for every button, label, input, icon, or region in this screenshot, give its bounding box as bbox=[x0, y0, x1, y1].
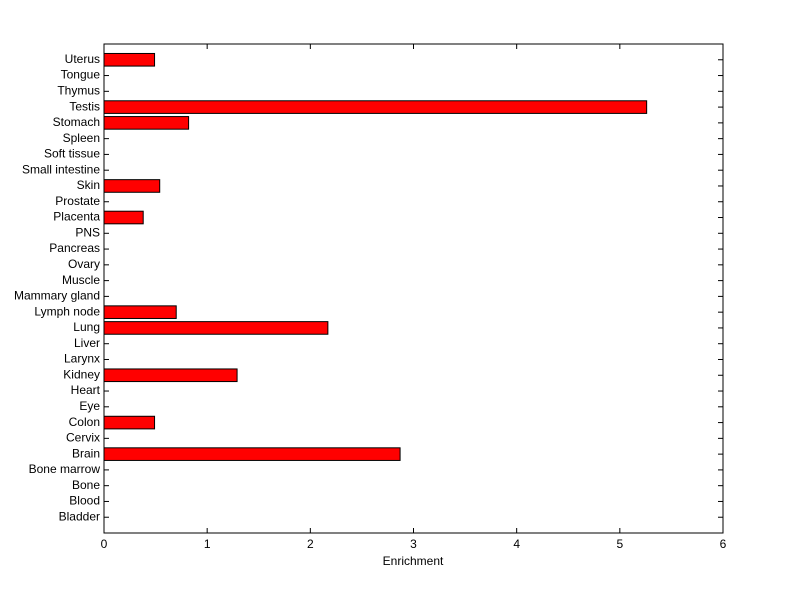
y-tick-label: Uterus bbox=[65, 52, 100, 66]
y-tick-label: Prostate bbox=[55, 194, 100, 208]
bar bbox=[103, 100, 648, 114]
y-tick-label: Soft tissue bbox=[44, 147, 100, 161]
bar bbox=[103, 447, 401, 461]
y-tick-label: Placenta bbox=[53, 210, 100, 224]
x-tick-label: 3 bbox=[410, 537, 417, 551]
x-tick-label: 5 bbox=[616, 537, 623, 551]
y-tick-label: Colon bbox=[69, 415, 100, 429]
y-tick-label: Spleen bbox=[63, 131, 100, 145]
y-tick-label: Muscle bbox=[62, 273, 100, 287]
x-tick-label: 6 bbox=[720, 537, 727, 551]
y-tick-label: Bladder bbox=[59, 509, 100, 523]
y-tick-label: Eye bbox=[79, 399, 100, 413]
x-axis-label: Enrichment bbox=[383, 554, 444, 568]
y-tick-label: Heart bbox=[71, 383, 101, 397]
bar bbox=[103, 321, 329, 335]
y-tick-label: Testis bbox=[69, 99, 100, 113]
x-tick-label: 0 bbox=[101, 537, 108, 551]
bar bbox=[103, 368, 238, 383]
y-tick-label: Small intestine bbox=[22, 162, 100, 176]
y-tick-label: Liver bbox=[74, 336, 100, 350]
y-tick-label: Pancreas bbox=[49, 241, 100, 255]
x-tick-label: 4 bbox=[513, 537, 520, 551]
y-tick-label: Lymph node bbox=[34, 304, 100, 318]
y-tick-label: Mammary gland bbox=[14, 289, 100, 303]
y-tick-label: Larynx bbox=[64, 352, 100, 366]
y-tick-label: Lung bbox=[73, 320, 100, 334]
y-tick-label: Skin bbox=[77, 178, 100, 192]
y-tick-label: Cervix bbox=[66, 431, 100, 445]
bar bbox=[103, 52, 156, 67]
y-tick-label: Stomach bbox=[53, 115, 100, 129]
y-tick-label: Blood bbox=[69, 494, 100, 508]
y-tick-label: Kidney bbox=[63, 367, 100, 381]
y-tick-label: PNS bbox=[75, 225, 100, 239]
bar bbox=[103, 210, 144, 225]
y-tick-label: Brain bbox=[72, 446, 100, 460]
bar bbox=[103, 415, 156, 430]
bar bbox=[103, 179, 161, 193]
y-tick-label: Ovary bbox=[68, 257, 100, 271]
y-tick-label: Bone marrow bbox=[29, 462, 101, 476]
y-tick-label: Tongue bbox=[61, 68, 101, 82]
x-tick-label: 1 bbox=[204, 537, 211, 551]
y-tick-label: Bone bbox=[72, 478, 100, 492]
y-tick-label: Thymus bbox=[57, 83, 100, 97]
bar bbox=[103, 305, 177, 319]
bar bbox=[103, 116, 190, 130]
x-tick-label: 2 bbox=[307, 537, 314, 551]
